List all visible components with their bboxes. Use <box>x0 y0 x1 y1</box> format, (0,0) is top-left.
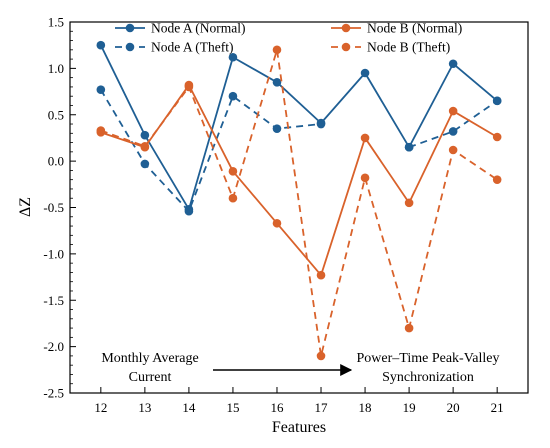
y-tick-label: -2.0 <box>43 339 64 354</box>
y-tick-label: 0.5 <box>48 107 64 122</box>
series-2 <box>96 85 502 216</box>
x-tick-label: 13 <box>138 400 151 415</box>
data-point <box>140 141 150 151</box>
x-tick-label: 20 <box>447 400 460 415</box>
legend-item-node-b-theft: Node B (Theft) <box>331 40 450 55</box>
x-tick-label: 18 <box>359 400 372 415</box>
data-point <box>272 45 282 55</box>
data-point <box>272 218 282 228</box>
x-tick-label: 12 <box>94 400 107 415</box>
data-point <box>228 91 238 101</box>
legend-item-node-a-theft: Node A (Theft) <box>115 40 233 55</box>
data-point <box>360 133 370 143</box>
data-point <box>448 145 458 155</box>
data-point <box>360 68 370 78</box>
data-point <box>404 142 414 152</box>
data-point <box>140 159 150 169</box>
series-line <box>100 44 498 211</box>
right-note-line-2: Synchronization <box>382 370 474 385</box>
data-point <box>272 124 282 133</box>
y-tick-label: -2.5 <box>43 386 64 401</box>
data-point <box>492 175 502 184</box>
data-point <box>96 126 106 135</box>
data-point <box>404 198 414 208</box>
data-point <box>360 173 370 183</box>
data-point <box>448 127 458 136</box>
data-point <box>316 351 326 361</box>
series-1 <box>96 40 502 214</box>
data-point <box>96 85 106 95</box>
x-tick-label: 16 <box>270 400 284 415</box>
legend-label: Node B (Normal) <box>367 21 462 36</box>
series-4 <box>96 45 502 361</box>
series-layer <box>96 40 502 361</box>
y-axis-title: ΔZ <box>17 197 34 217</box>
data-point <box>96 40 106 50</box>
data-point <box>448 59 458 69</box>
right-note-line-1: Power–Time Peak-Valley <box>357 351 500 366</box>
x-tick-label: 17 <box>315 400 329 415</box>
y-tick-label: -1.5 <box>43 293 64 308</box>
series-3 <box>96 80 502 280</box>
y-tick-label: -0.5 <box>43 200 64 215</box>
left-note-line-1: Monthly Average <box>101 351 198 366</box>
legend-label: Node B (Theft) <box>367 40 450 55</box>
x-tick-label: 15 <box>226 400 239 415</box>
legend: Node A (Normal) Node A (Theft) Node B (N… <box>115 21 462 55</box>
x-axis-title: Features <box>272 419 326 436</box>
data-point <box>492 96 502 106</box>
feature-range-annotation: Monthly Average Current Power–Time Peak-… <box>101 351 499 385</box>
x-axis-ticks: 12 13 14 15 16 17 18 19 20 21 <box>94 387 504 415</box>
y-axis-ticks: 1.5 1.0 0.5 0.0 -0.5 -1.0 -1.5 -2.0 -2.5 <box>43 15 76 401</box>
data-point <box>184 206 194 216</box>
series-line <box>100 89 498 213</box>
data-point <box>272 77 282 87</box>
x-tick-label: 19 <box>403 400 416 415</box>
y-tick-label: -1.0 <box>43 246 64 261</box>
left-note-line-2: Current <box>129 370 172 385</box>
data-point <box>228 52 238 62</box>
data-point <box>316 119 326 129</box>
data-point <box>228 167 238 176</box>
y-tick-label: 1.0 <box>48 61 64 76</box>
data-point <box>448 106 458 116</box>
data-point <box>228 193 238 203</box>
series-line <box>100 48 498 357</box>
data-point <box>184 82 194 92</box>
y-tick-label: 1.5 <box>48 15 64 30</box>
legend-label: Node A (Theft) <box>151 40 233 55</box>
y-tick-label: 0.0 <box>48 154 64 169</box>
x-tick-label: 21 <box>491 400 504 415</box>
data-point <box>492 132 502 142</box>
legend-item-node-a-normal: Node A (Normal) <box>115 21 245 36</box>
legend-label: Node A (Normal) <box>151 21 245 36</box>
data-point <box>316 270 326 280</box>
data-point <box>140 130 150 140</box>
legend-item-node-b-normal: Node B (Normal) <box>331 21 462 36</box>
x-tick-label: 14 <box>182 400 196 415</box>
data-point <box>404 323 414 333</box>
